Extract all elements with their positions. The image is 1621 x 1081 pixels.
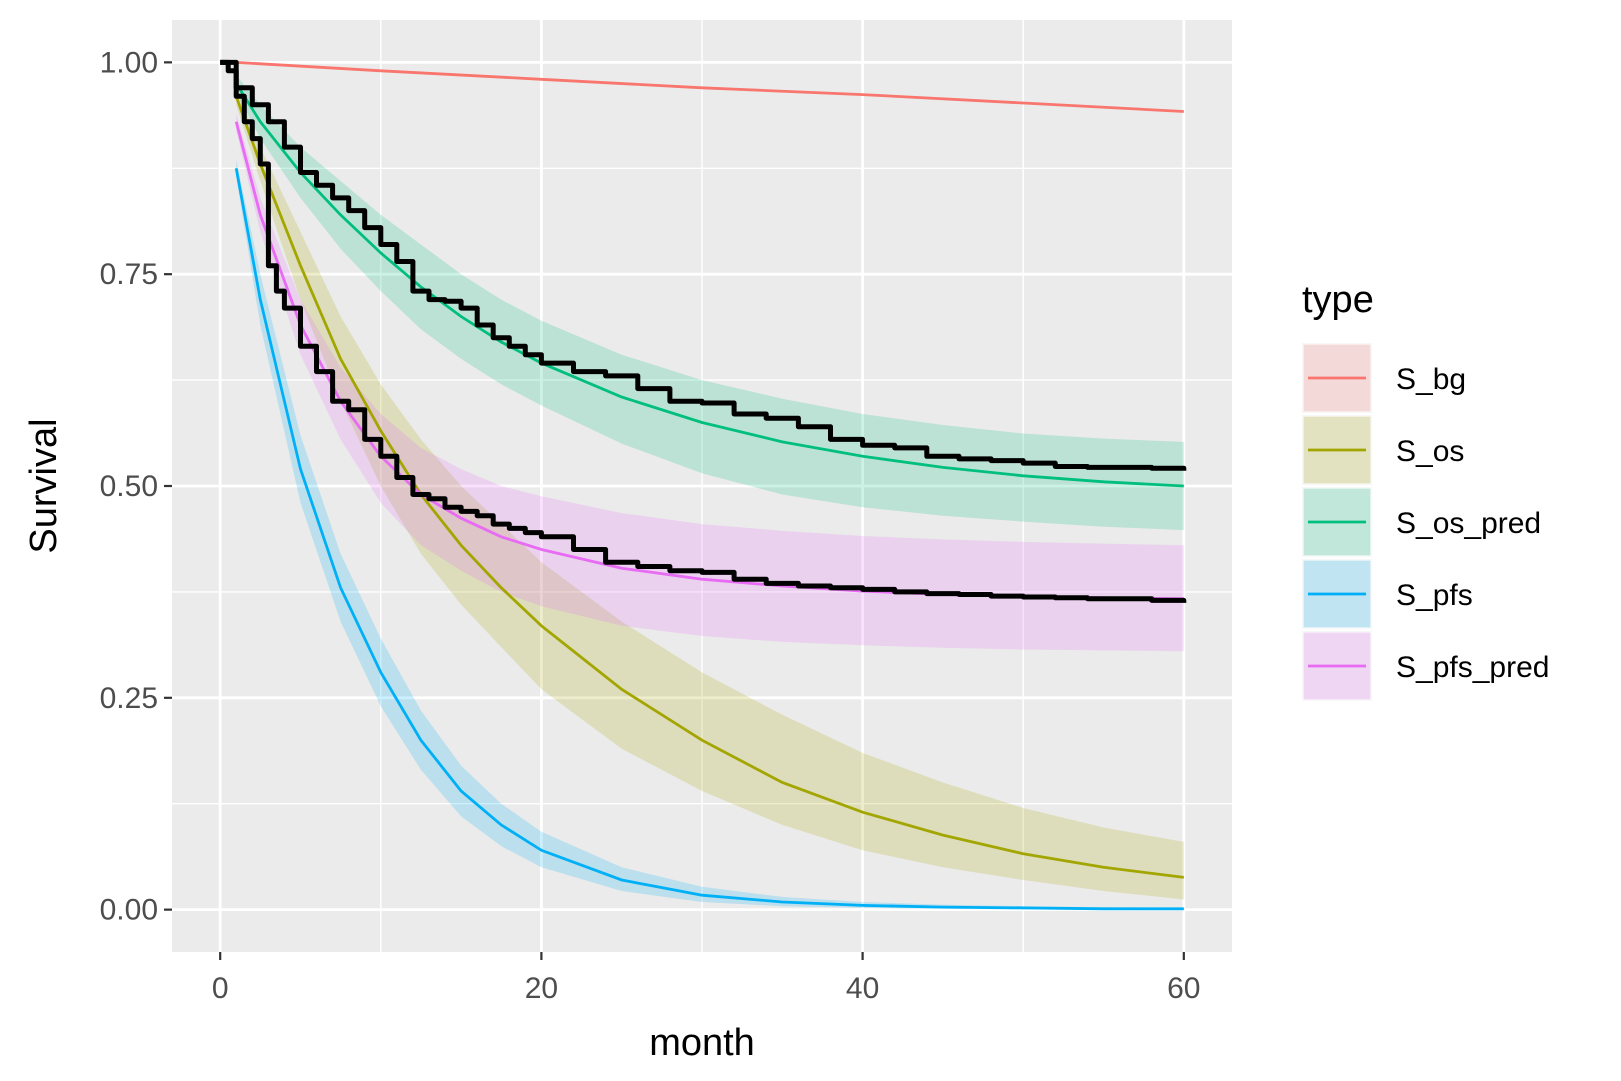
x-axis: 0 20 40 60 (212, 952, 1201, 1005)
line-S_bg (236, 61, 1184, 113)
legend-title: type (1302, 279, 1374, 321)
legend-label-S_bg: S_bg (1396, 363, 1466, 396)
y-tick-label: 0.75 (100, 258, 158, 291)
km-curve-2 (220, 59, 1187, 603)
x-axis-title: month (649, 1022, 755, 1064)
major-grid (172, 20, 1232, 952)
line-S_os (234, 95, 1184, 879)
y-tick-label: 1.00 (100, 46, 158, 79)
y-tick-label: 0.00 (100, 894, 158, 927)
y-tick-label: 0.50 (100, 470, 158, 503)
ribbon-S_pfs_pred (236, 113, 1184, 652)
legend-label-S_pfs_pred: S_pfs_pred (1396, 651, 1549, 684)
x-tick-label: 0 (212, 972, 229, 1005)
y-axis: 0.00 0.25 0.50 0.75 1.00 (100, 46, 172, 927)
x-tick-label: 20 (525, 972, 558, 1005)
km-curve-1 (220, 59, 1187, 471)
legend: S_bg S_os S_os_pred S_pfs S_pfs_pred (1302, 343, 1549, 701)
legend-label-S_os: S_os (1396, 435, 1464, 468)
y-tick-label: 0.25 (100, 682, 158, 715)
y-axis-title: Survival (23, 418, 65, 553)
x-tick-label: 60 (1167, 972, 1200, 1005)
km-curves (220, 59, 1187, 603)
legend-label-S_os_pred: S_os_pred (1396, 507, 1541, 540)
ribbon-S_os_pred (236, 75, 1184, 531)
x-tick-label: 40 (846, 972, 879, 1005)
legend-label-S_pfs: S_pfs (1396, 579, 1473, 612)
line-S_pfs (234, 168, 1184, 911)
